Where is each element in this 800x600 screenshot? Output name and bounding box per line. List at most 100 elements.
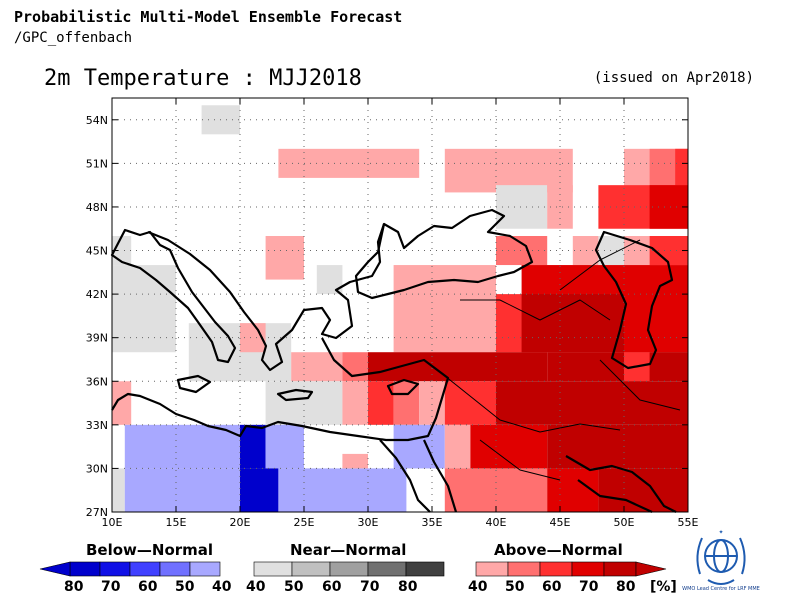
probability-cell [112,468,125,512]
colorbar-tick-label: 80 [616,579,636,595]
lat-label: 42N [86,288,108,301]
logo-caption: WMO Lead Centre for LRF MME [682,586,760,592]
probability-cell [624,294,688,353]
lat-label: 39N [86,332,108,345]
colorbar-swatch [475,561,509,577]
probability-cell [342,381,368,425]
map-frame [111,97,689,513]
above-normal-label: Above—Normal [494,541,623,559]
colorbar-tick-label: 60 [138,579,158,595]
svg-text:✦: ✦ [718,529,723,536]
wmo-logo-icon: ✦ [696,529,746,585]
lon-label: 50E [614,516,635,529]
probability-cell [265,236,304,280]
probability-cell [393,424,445,469]
probability-cell [240,468,279,512]
colorbar-swatch [329,561,369,577]
colorbar-swatch [99,561,131,577]
issued-date: (issued on Apr2018) [593,70,754,86]
probability-cell [342,453,368,469]
coastlines [110,208,681,513]
colorbar-tick-label: 70 [360,579,380,595]
probability-cell [547,424,688,469]
probability-grid [112,105,688,512]
probability-cell [496,468,548,512]
colorbar-swatch [69,561,101,577]
colorbar-swatch [571,561,605,577]
colorbar-swatch [539,561,573,577]
probability-cell [496,294,522,353]
probability-cell [393,265,496,353]
lon-label: 20E [230,516,251,529]
probability-cell [112,265,176,353]
colorbar-tick-label: 80 [398,579,418,595]
colorbar-tick-label: 50 [175,579,195,595]
probability-cell [265,381,343,425]
lon-label: 40E [486,516,507,529]
probability-cell [444,381,496,425]
colorbar-tick-label: 50 [505,579,525,595]
lon-label: 45E [550,516,571,529]
probability-cell [342,352,368,382]
colorbar-swatch [291,561,331,577]
probability-cell [278,468,407,512]
colorbar-tick-label: 40 [468,579,488,595]
lat-label: 36N [86,375,108,388]
colorbar-tick-label: 70 [101,579,121,595]
colorbar-swatch [405,561,445,577]
colorbar-swatch [189,561,221,577]
colorbar-tick-label: 60 [542,579,562,595]
lat-label: 33N [86,419,108,432]
probability-cell [572,236,599,266]
probability-cell [521,294,624,353]
colorbar-swatch [367,561,407,577]
colorbar-tick-label: 60 [322,579,342,595]
lat-label: 54N [86,114,108,127]
map-axes: 10E 15E 20E 25E 30E 35E 40E 45E 50E 55E 27N 30N 33N 3… [86,97,699,529]
probability-cell [547,352,688,382]
colorbar-swatch [159,561,191,577]
lat-label: 30N [86,462,108,475]
lon-label: 30E [358,516,379,529]
colorbar-swatch [129,561,161,577]
colorbar-tick-label: 40 [212,579,232,595]
lat-label: 51N [86,157,108,170]
probability-cell [112,381,132,425]
probability-cell [547,468,599,512]
colorbar-swatch [253,561,293,577]
lon-label: 55E [678,516,699,529]
probability-cell [240,424,266,469]
probability-cell [496,236,548,266]
probability-cell [291,352,343,382]
lat-label: 27N [86,506,108,519]
probability-cell [598,468,688,512]
colorbar-tick-label: 80 [64,579,84,595]
forecast-source: /GPC_offenbach [14,30,133,46]
lon-label: 25E [294,516,315,529]
lat-label: 48N [86,201,108,214]
colorbar-tick-label: 70 [579,579,599,595]
probability-cell [444,424,471,469]
probability-colorbar [39,561,667,577]
probability-cell [265,424,304,469]
probability-cell [124,424,240,469]
map-title: 2m Temperature : MJJ2018 [44,66,362,91]
colorbar-swatch [603,561,637,577]
probability-cell [444,468,496,512]
lon-label: 15E [166,516,187,529]
probability-cell [368,352,548,382]
near-normal-label: Near—Normal [290,541,407,559]
colorbar-tick-label: 40 [246,579,266,595]
probability-cell [496,381,688,425]
colorbar-tick-label: 50 [284,579,304,595]
probability-cell [496,185,548,229]
forecast-title: Probabilistic Multi-Model Ensemble Forec… [14,8,403,26]
probability-cell [124,468,240,512]
colorbar-swatch [507,561,541,577]
lon-label: 10E [102,516,123,529]
lon-label: 35E [422,516,443,529]
probability-cell [278,148,420,178]
below-normal-label: Below—Normal [86,541,214,559]
percent-unit: [%] [650,579,677,595]
